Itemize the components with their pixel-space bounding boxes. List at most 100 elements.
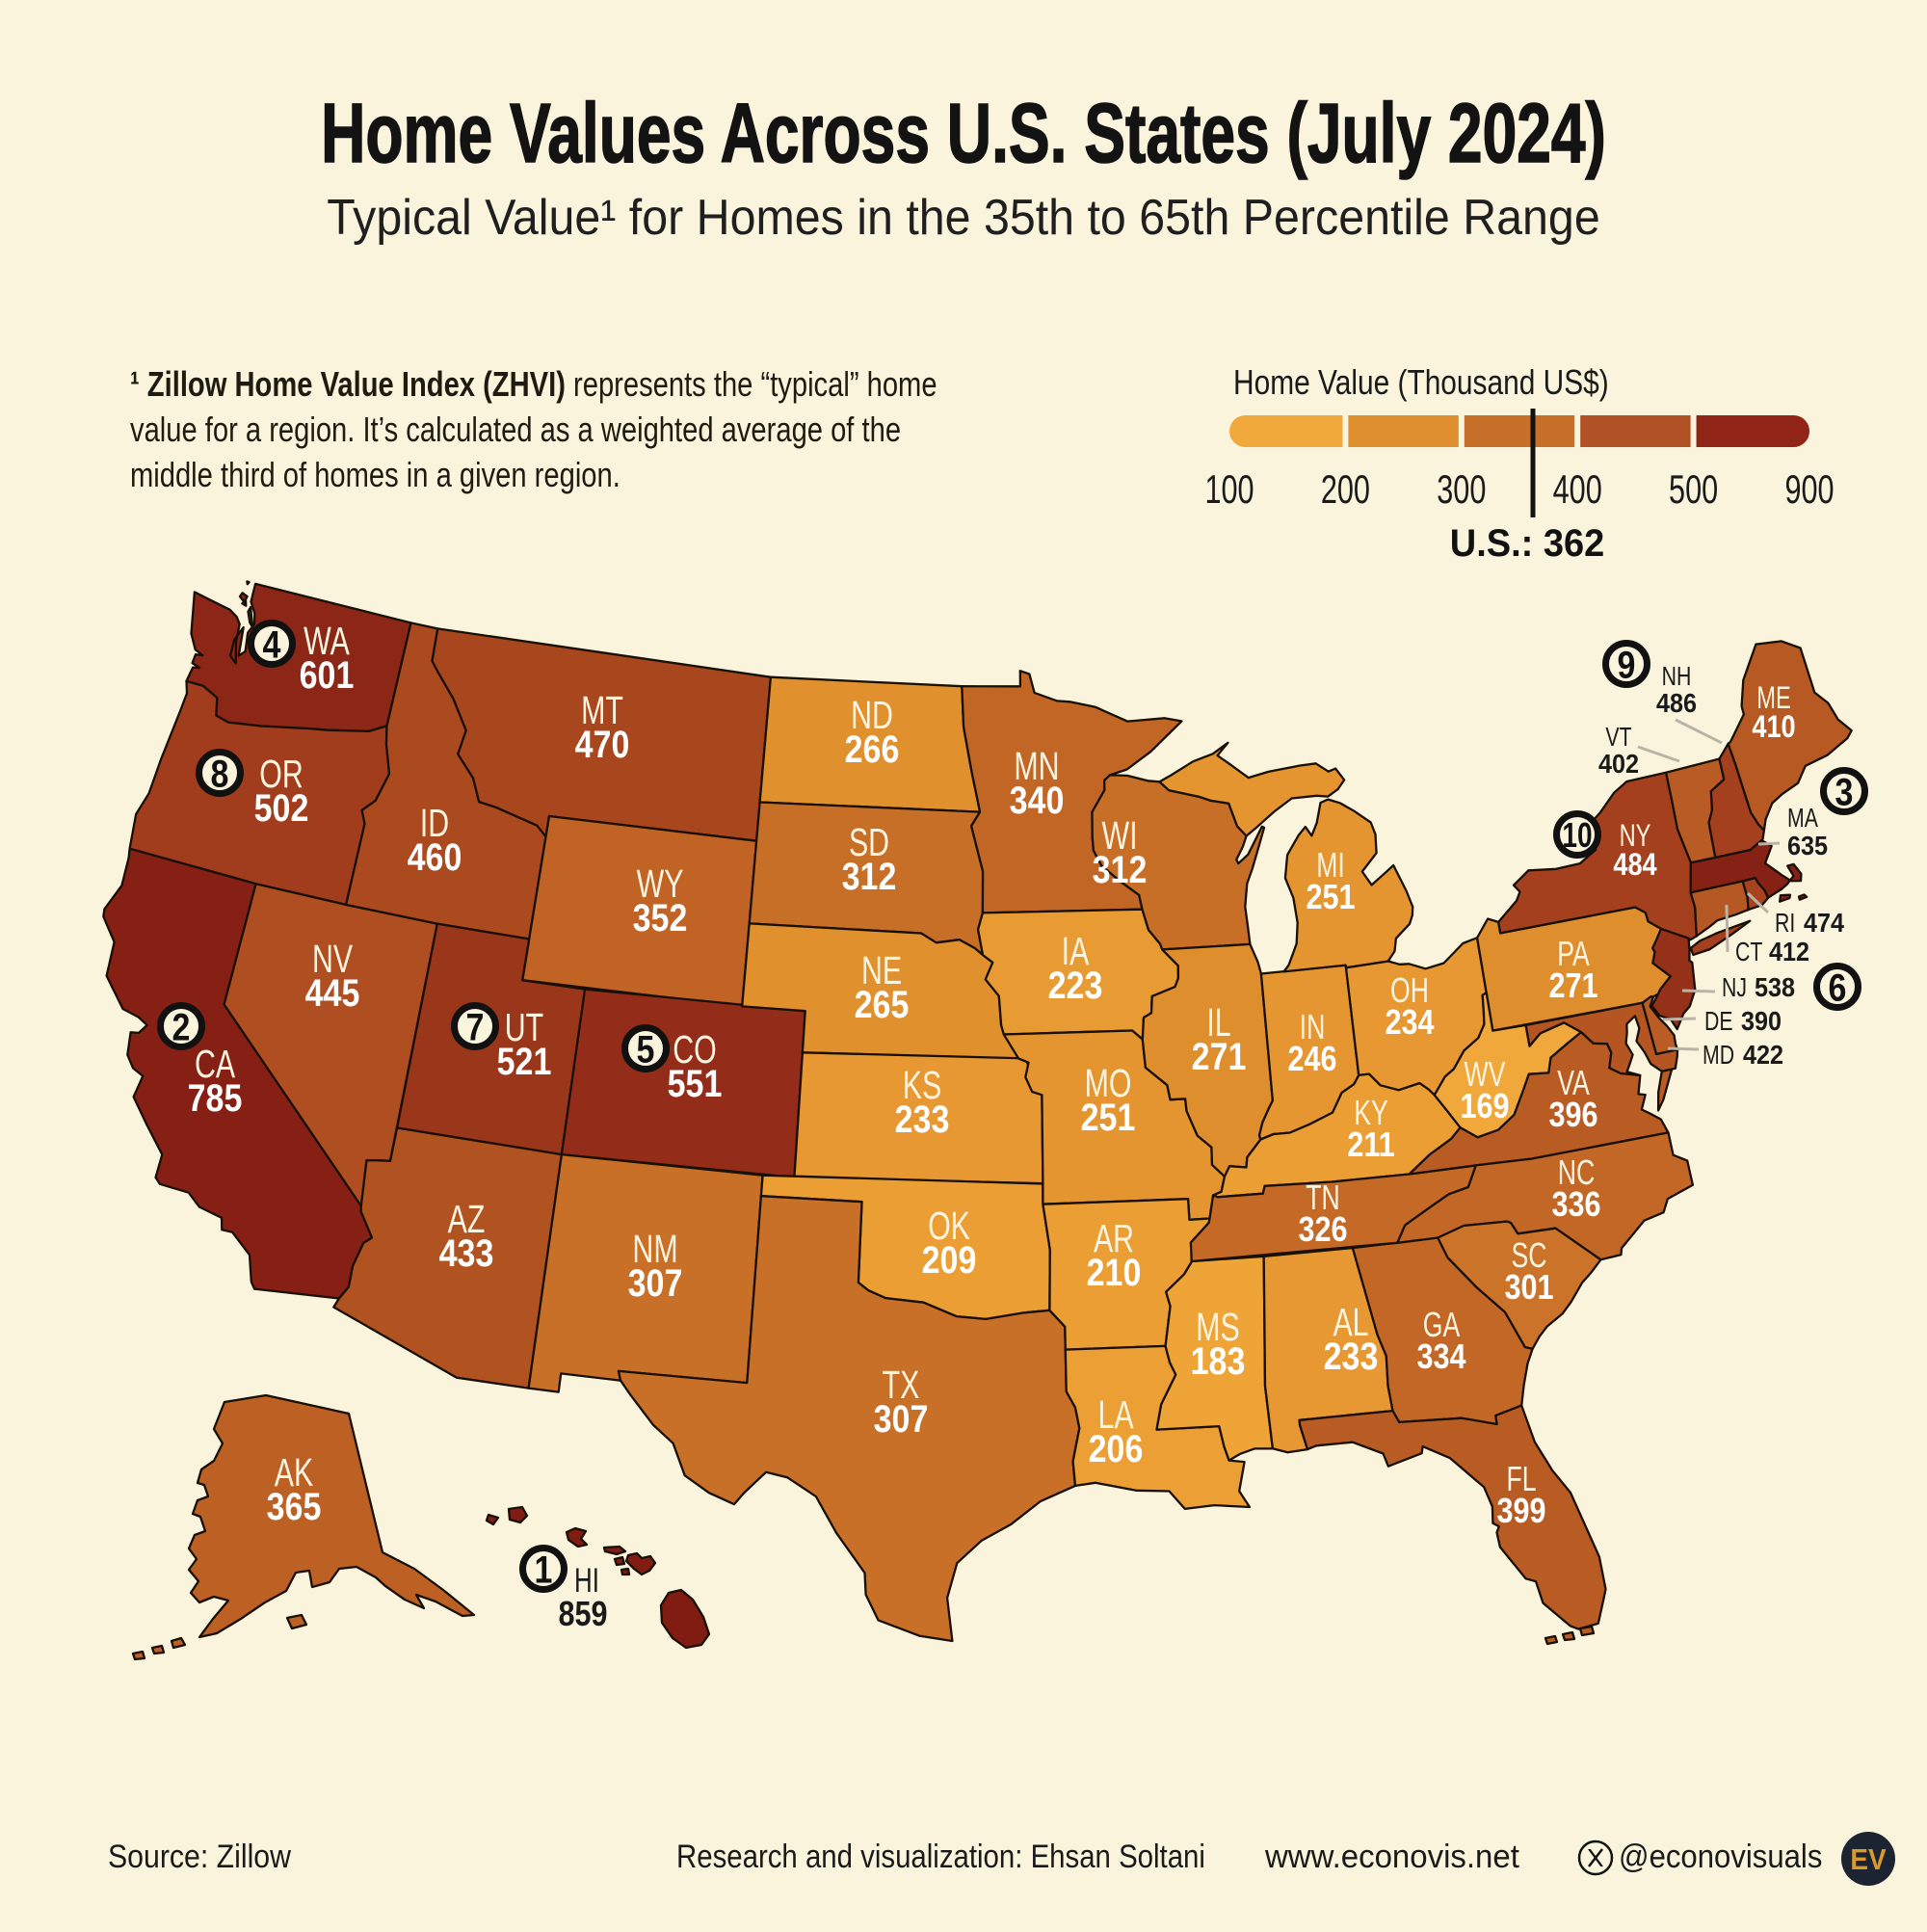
- svg-text:410: 410: [1752, 710, 1795, 745]
- svg-text:307: 307: [628, 1260, 683, 1304]
- svg-text:NY: NY: [1620, 819, 1651, 853]
- svg-text:CO: CO: [673, 1026, 716, 1072]
- svg-text:CA: CA: [195, 1041, 235, 1086]
- svg-text:IL: IL: [1206, 999, 1230, 1045]
- svg-text:MI: MI: [1316, 845, 1345, 885]
- svg-text:433: 433: [439, 1231, 494, 1274]
- svg-text:326: 326: [1298, 1211, 1347, 1250]
- svg-text:WV: WV: [1465, 1054, 1506, 1094]
- svg-text:396: 396: [1548, 1097, 1597, 1135]
- svg-text:NM: NM: [632, 1226, 677, 1271]
- svg-text:399: 399: [1496, 1493, 1545, 1531]
- svg-text:UT: UT: [505, 1004, 543, 1049]
- svg-text:210: 210: [1087, 1250, 1142, 1293]
- svg-text:100: 100: [1204, 466, 1254, 512]
- svg-text:WI: WI: [1101, 812, 1137, 858]
- svg-text:LA: LA: [1097, 1391, 1133, 1437]
- svg-text:200: 200: [1321, 466, 1370, 512]
- svg-text:Source: Zillow: Source: Zillow: [108, 1838, 292, 1874]
- svg-text:635: 635: [1787, 831, 1828, 861]
- svg-text:ME: ME: [1756, 681, 1790, 715]
- svg-text:8: 8: [211, 752, 229, 795]
- svg-text:470: 470: [575, 722, 630, 765]
- svg-text:CT: CT: [1735, 937, 1762, 967]
- svg-text:551: 551: [668, 1061, 723, 1104]
- svg-text:233: 233: [895, 1097, 950, 1140]
- svg-text:246: 246: [1287, 1041, 1336, 1079]
- svg-text:MA: MA: [1787, 803, 1818, 834]
- svg-text:390: 390: [1741, 1006, 1782, 1037]
- svg-text:OH: OH: [1390, 970, 1429, 1010]
- svg-text:365: 365: [267, 1484, 322, 1527]
- svg-text:301: 301: [1504, 1269, 1553, 1308]
- svg-text:445: 445: [305, 970, 360, 1014]
- svg-text:412: 412: [1769, 937, 1809, 967]
- svg-text:266: 266: [845, 727, 900, 770]
- svg-text:538: 538: [1755, 972, 1795, 1003]
- svg-text:ND: ND: [851, 692, 893, 737]
- svg-text:AR: AR: [1094, 1215, 1134, 1260]
- svg-text:900: 900: [1784, 466, 1834, 512]
- svg-text:SD: SD: [849, 819, 889, 864]
- svg-text:209: 209: [922, 1237, 977, 1281]
- svg-text:422: 422: [1743, 1040, 1783, 1071]
- svg-text:271: 271: [1548, 967, 1597, 1006]
- svg-text:www.econovis.net: www.econovis.net: [1264, 1839, 1520, 1876]
- svg-text:RI: RI: [1775, 908, 1795, 939]
- svg-text:340: 340: [1010, 778, 1065, 821]
- svg-text:IA: IA: [1062, 928, 1090, 973]
- svg-text:TN: TN: [1306, 1178, 1340, 1217]
- svg-text:2: 2: [172, 1005, 191, 1048]
- svg-text:183: 183: [1191, 1338, 1246, 1382]
- svg-text:ID: ID: [420, 800, 449, 845]
- svg-text:GA: GA: [1423, 1305, 1461, 1344]
- svg-text:NH: NH: [1662, 661, 1692, 692]
- svg-text:DE: DE: [1704, 1006, 1733, 1037]
- svg-text:10: 10: [1562, 816, 1592, 855]
- svg-text:NV: NV: [312, 936, 353, 981]
- svg-text:Home Value (Thousand US$): Home Value (Thousand US$): [1233, 363, 1609, 402]
- svg-text:Typical Value¹ for Homes in th: Typical Value¹ for Homes in the 35th to …: [327, 189, 1599, 245]
- svg-text:@econovisuals: @econovisuals: [1619, 1839, 1822, 1875]
- svg-text:4: 4: [263, 622, 281, 666]
- svg-text:1: 1: [535, 1548, 553, 1591]
- svg-text:6: 6: [1829, 966, 1847, 1009]
- svg-text:334: 334: [1416, 1338, 1465, 1377]
- svg-text:233: 233: [1324, 1334, 1379, 1377]
- svg-text:AL: AL: [1333, 1299, 1368, 1344]
- svg-text:3: 3: [1835, 770, 1854, 813]
- svg-text:NJ: NJ: [1722, 972, 1747, 1003]
- svg-text:value for a region. It’s calcu: value for a region. It’s calculated as a…: [130, 410, 901, 449]
- svg-text:206: 206: [1089, 1426, 1144, 1469]
- svg-text:251: 251: [1081, 1095, 1136, 1138]
- svg-text:336: 336: [1551, 1186, 1600, 1225]
- svg-text:521: 521: [497, 1039, 552, 1082]
- svg-text:middle third of homes in a giv: middle third of homes in a given region.: [130, 455, 620, 494]
- svg-text:KY: KY: [1354, 1093, 1388, 1132]
- svg-text:312: 312: [842, 854, 897, 897]
- svg-text:MD: MD: [1703, 1040, 1734, 1071]
- svg-text:VA: VA: [1557, 1063, 1590, 1102]
- svg-text:169: 169: [1460, 1088, 1509, 1126]
- svg-text:NE: NE: [861, 947, 902, 992]
- svg-text:251: 251: [1306, 879, 1355, 917]
- svg-text:859: 859: [558, 1596, 607, 1634]
- svg-text:400: 400: [1553, 466, 1602, 512]
- svg-text:OK: OK: [928, 1203, 970, 1248]
- svg-text:MT: MT: [581, 687, 623, 732]
- svg-text:IN: IN: [1300, 1007, 1326, 1046]
- svg-text:NC: NC: [1558, 1152, 1595, 1192]
- svg-text:AZ: AZ: [448, 1196, 486, 1241]
- svg-text:5: 5: [637, 1027, 655, 1071]
- svg-text:500: 500: [1669, 466, 1718, 512]
- svg-text:271: 271: [1192, 1034, 1247, 1077]
- svg-text:U.S.: 362: U.S.: 362: [1450, 522, 1604, 565]
- svg-text:SC: SC: [1511, 1235, 1546, 1275]
- svg-text:VT: VT: [1605, 722, 1631, 753]
- svg-text:MO: MO: [1085, 1060, 1132, 1105]
- svg-text:¹ Zillow Home Value Index (ZHV: ¹ Zillow Home Value Index (ZHVI) represe…: [130, 364, 937, 404]
- svg-text:Research and visualization: Eh: Research and visualization: Ehsan Soltan…: [676, 1838, 1205, 1875]
- svg-text:312: 312: [1093, 847, 1148, 890]
- svg-text:785: 785: [188, 1075, 243, 1119]
- svg-text:MS: MS: [1196, 1304, 1239, 1349]
